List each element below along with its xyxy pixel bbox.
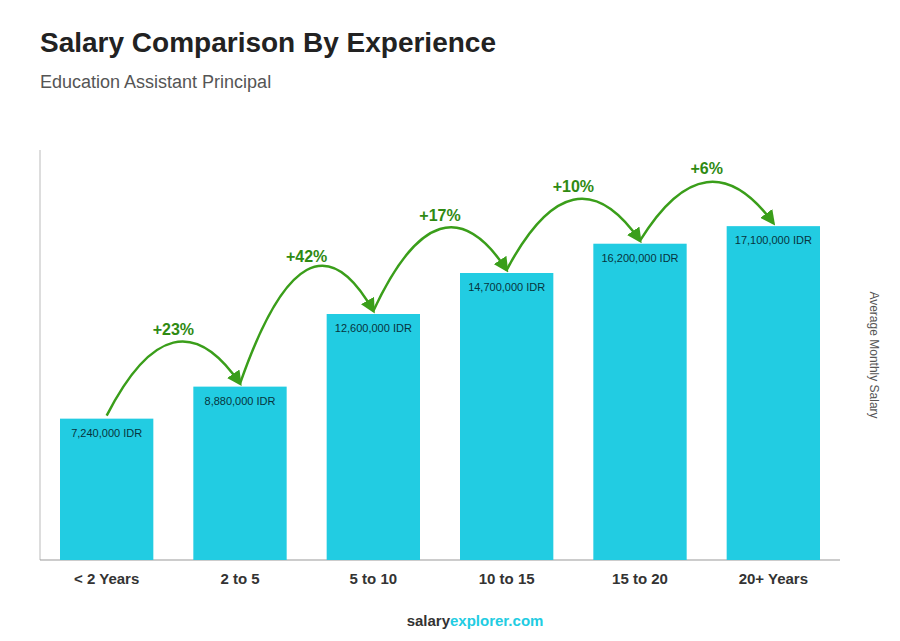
chart-svg: Salary Comparison By Experience Education…: [0, 0, 900, 641]
bar: [327, 314, 420, 560]
footer: explorer.com: [450, 612, 543, 629]
change-label: +10%: [553, 178, 594, 195]
bars: [60, 226, 820, 560]
data-label: 16,200,000 IDR: [601, 252, 678, 264]
change-arrow: [507, 199, 640, 270]
change-arrow: [640, 182, 773, 241]
x-tick-label: 5 to 10: [350, 570, 398, 587]
x-tick-label: 10 to 15: [479, 570, 535, 587]
bar: [193, 387, 286, 560]
y-axis-label: Average Monthly Salary: [867, 291, 881, 418]
bar: [460, 273, 553, 560]
change-label: +23%: [153, 321, 194, 338]
x-tick-label: 2 to 5: [220, 570, 259, 587]
data-label: 12,600,000 IDR: [335, 322, 412, 334]
footer: salary: [407, 612, 451, 629]
bar: [727, 226, 820, 560]
x-tick-label: < 2 Years: [74, 570, 139, 587]
change-label: +17%: [419, 207, 460, 224]
data-label: 14,700,000 IDR: [468, 281, 545, 293]
title: Salary Comparison By Experience: [40, 27, 496, 58]
data-label: 17,100,000 IDR: [735, 234, 812, 246]
bar: [593, 244, 686, 560]
x-tick-label: 20+ Years: [739, 570, 808, 587]
change-arrow: [240, 266, 373, 384]
bar: [60, 419, 153, 560]
change-label: +6%: [690, 160, 722, 177]
chart-container: Salary Comparison By Experience Education…: [0, 0, 900, 641]
change-arrow: [107, 342, 240, 416]
page: {"chart_data": { "type": "bar", "title":…: [0, 0, 900, 641]
data-label: 7,240,000 IDR: [71, 427, 142, 439]
change-arrow: [373, 227, 506, 311]
subtitle: Education Assistant Principal: [40, 72, 271, 92]
x-tick-label: 15 to 20: [612, 570, 668, 587]
data-label: 8,880,000 IDR: [205, 395, 276, 407]
x-axis-line: [40, 560, 840, 561]
y-axis-line: [40, 150, 41, 560]
change-label: +42%: [286, 248, 327, 265]
